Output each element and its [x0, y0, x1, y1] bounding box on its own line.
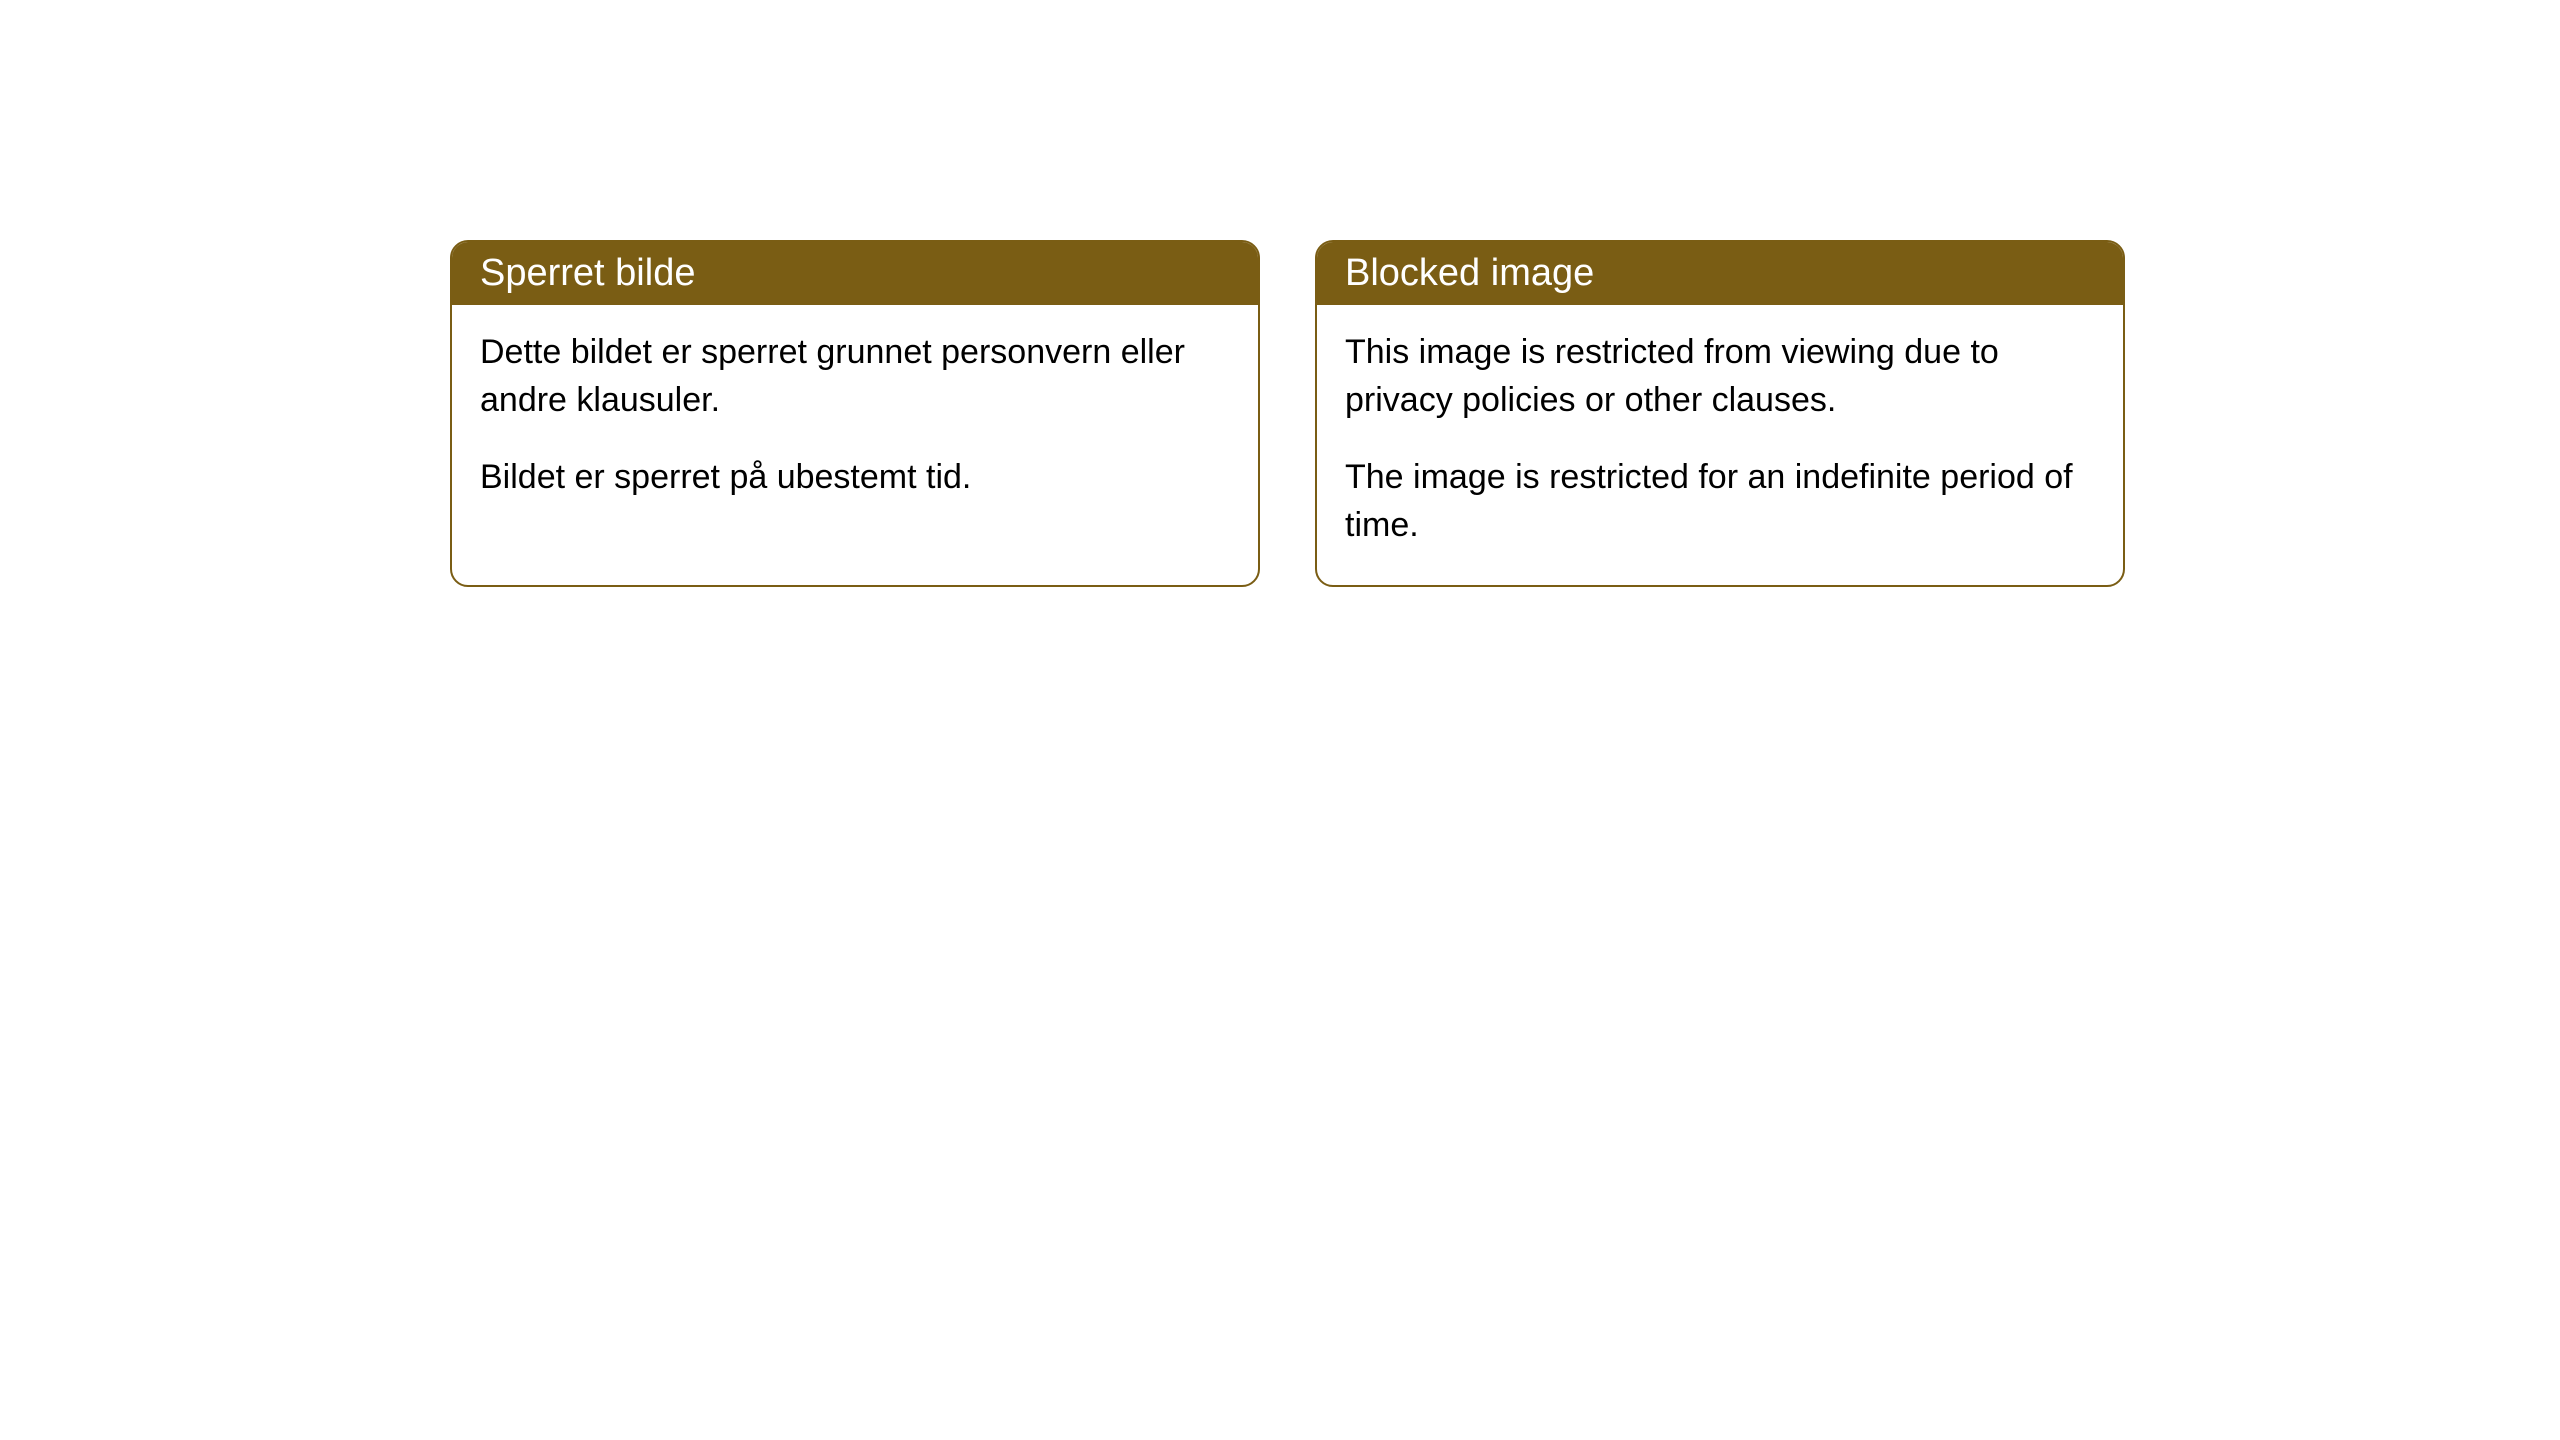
- card-title: Blocked image: [1345, 252, 1594, 294]
- card-header: Sperret bilde: [452, 242, 1258, 305]
- card-paragraph: The image is restricted for an indefinit…: [1345, 454, 2095, 549]
- card-paragraph: Bildet er sperret på ubestemt tid.: [480, 454, 1230, 502]
- notice-card-norwegian: Sperret bilde Dette bildet er sperret gr…: [450, 240, 1260, 587]
- card-paragraph: Dette bildet er sperret grunnet personve…: [480, 329, 1230, 424]
- card-body: This image is restricted from viewing du…: [1317, 305, 2123, 585]
- notice-cards-container: Sperret bilde Dette bildet er sperret gr…: [450, 240, 2125, 587]
- notice-card-english: Blocked image This image is restricted f…: [1315, 240, 2125, 587]
- card-header: Blocked image: [1317, 242, 2123, 305]
- card-body: Dette bildet er sperret grunnet personve…: [452, 305, 1258, 538]
- card-paragraph: This image is restricted from viewing du…: [1345, 329, 2095, 424]
- card-title: Sperret bilde: [480, 252, 695, 294]
